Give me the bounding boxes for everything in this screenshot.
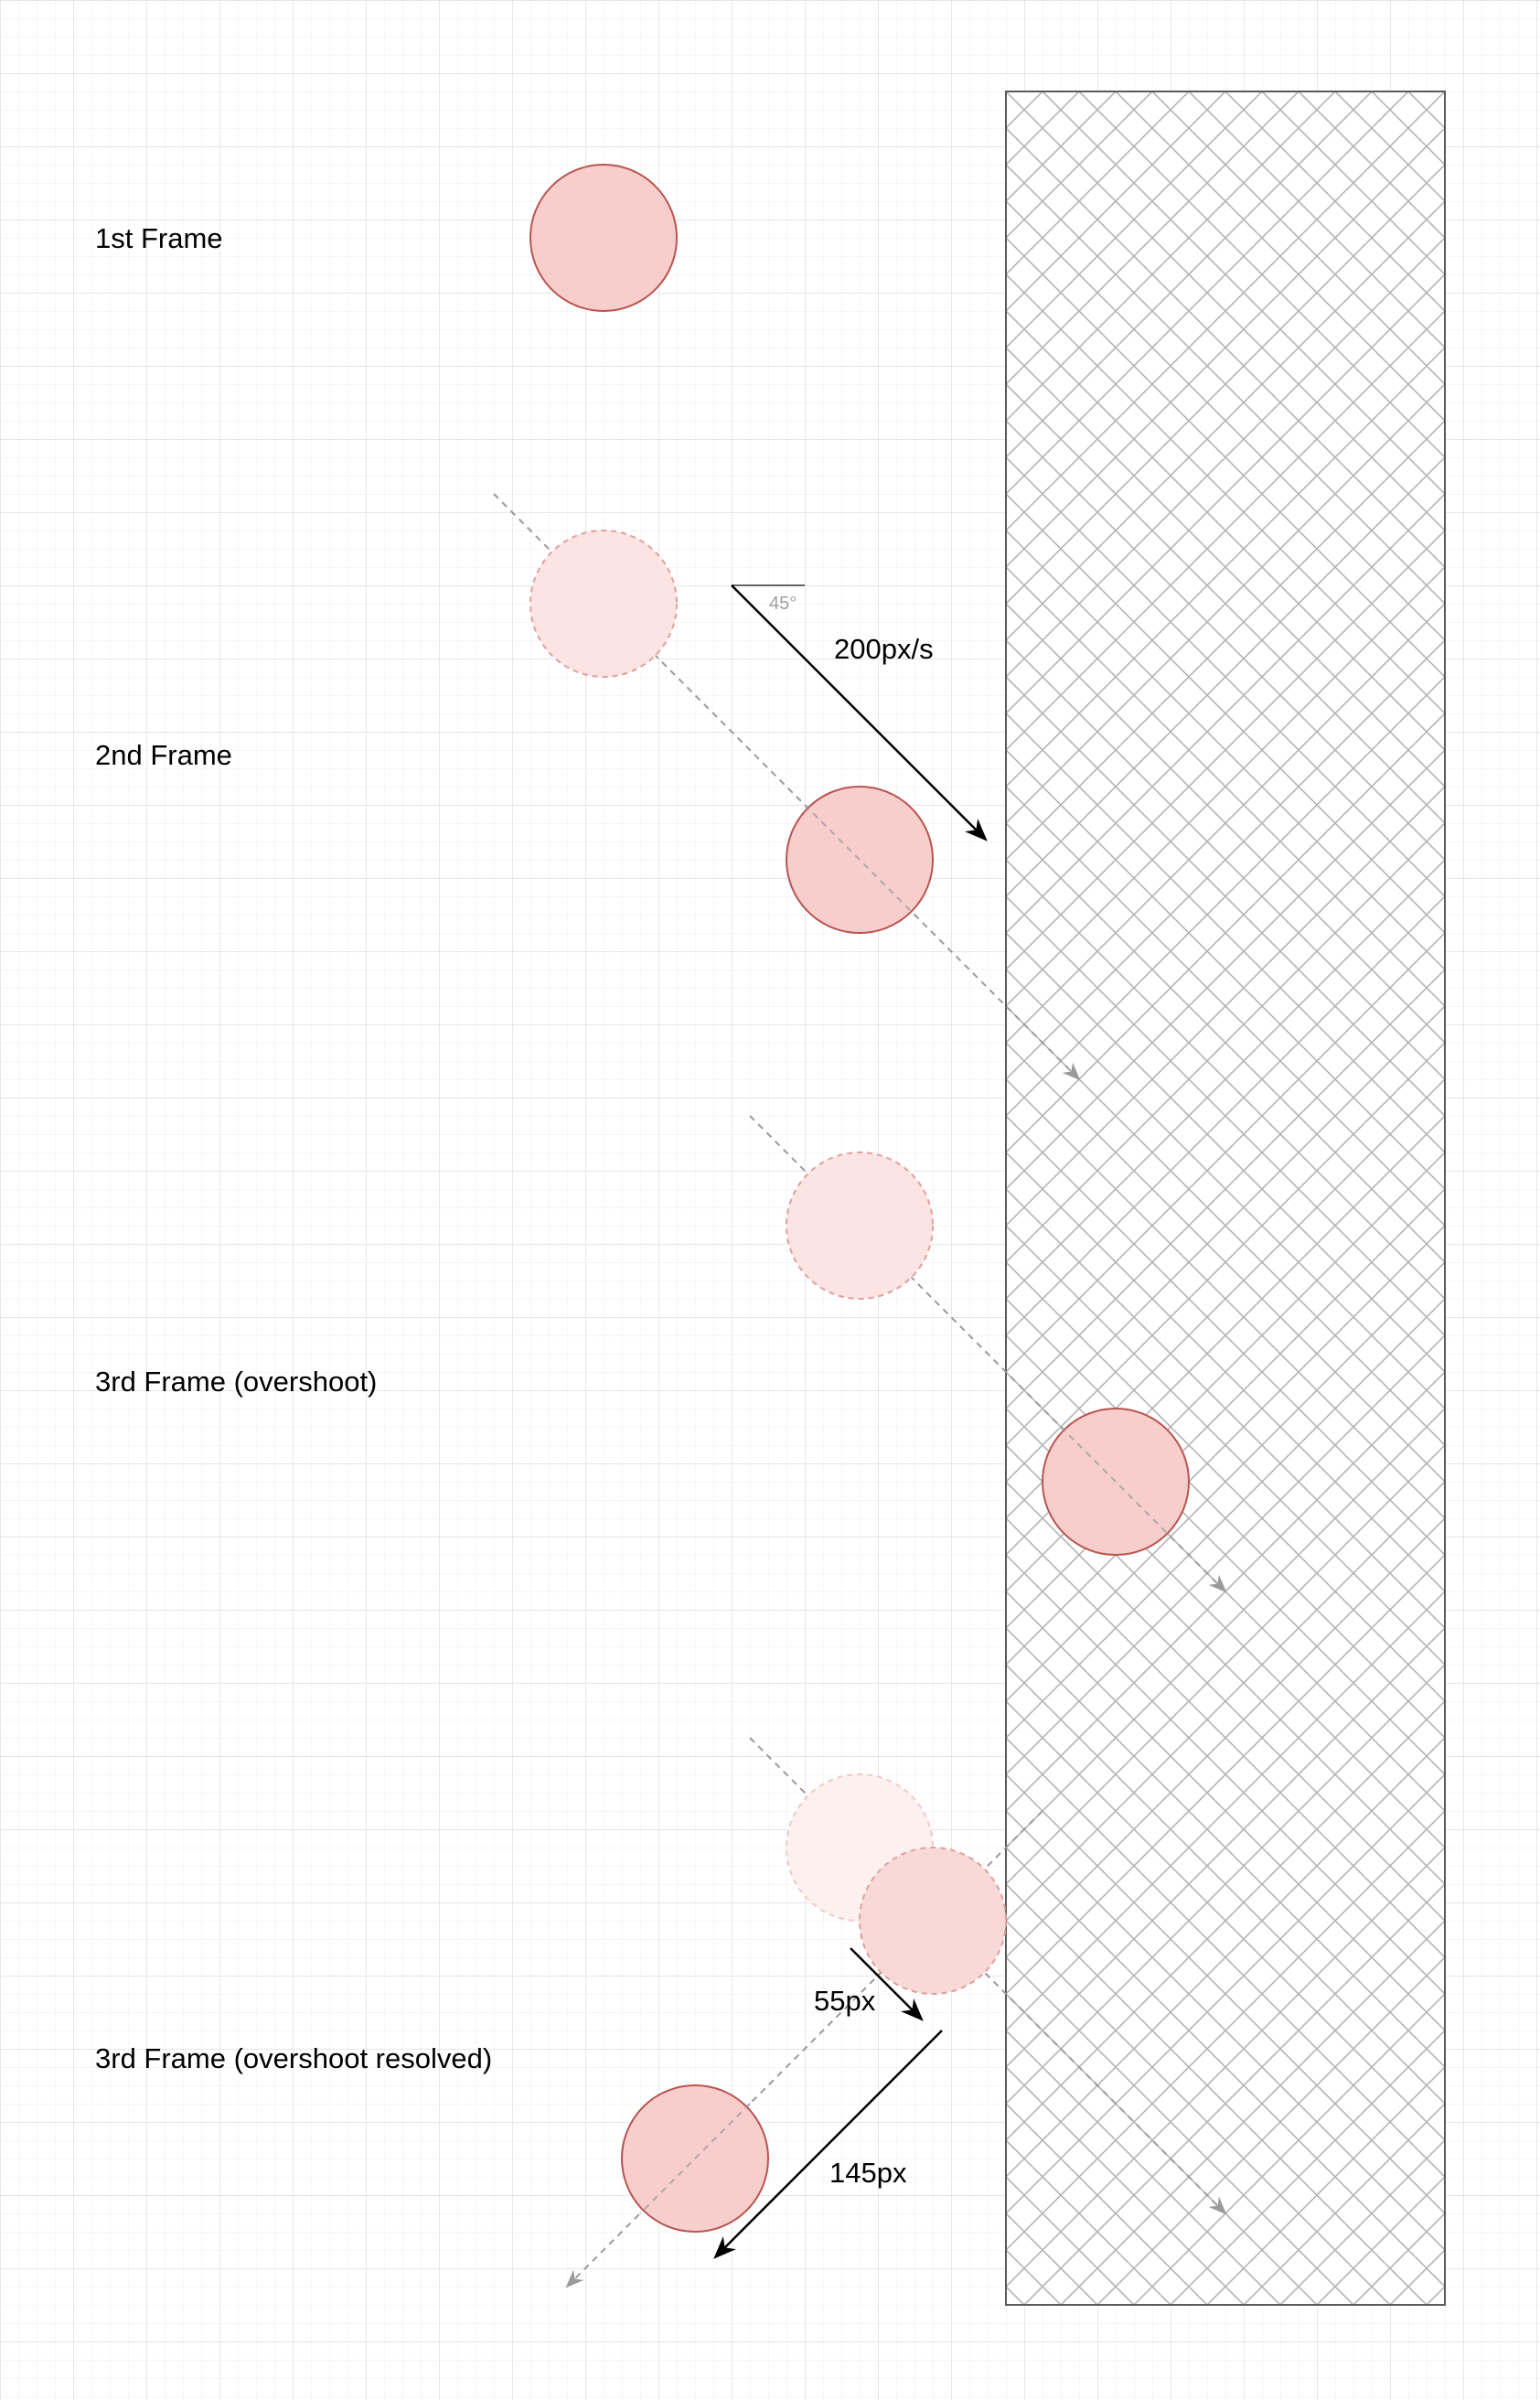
trajectory-overlay-2 [804,804,915,916]
overshoot-label: 55px [814,1985,876,2017]
angle-label: 45° [769,594,797,614]
trajectory-overlay-resolved [639,2103,751,2214]
frame-label-1: 1st Frame [95,222,223,254]
velocity-arrow [731,584,988,841]
remaining-distance-label: 145px [829,2157,907,2189]
trajectory-frame-1-2 [493,493,1081,1081]
trajectory-overlay-3 [1060,1426,1171,1538]
overshoot-arrow [850,1947,924,2021]
frame-label-2: 2nd Frame [95,739,232,771]
ball-frame-1 [529,164,678,312]
wall-hatch [1006,91,1445,2305]
ghost-ball-frame-1 [529,530,678,678]
ghost-balls [529,530,1007,1995]
angle-indicator: 45° [732,584,805,614]
wall-border [1005,91,1446,2306]
frame-label-3-resolved: 3rd Frame (overshoot resolved) [95,2042,492,2074]
ghost-ball-overshoot [859,1847,1007,1995]
remaining-distance-arrow [713,2030,943,2259]
wall [1005,91,1446,2306]
ghost-ball-frame-2 [786,1152,934,1300]
trajectory-overlays [639,804,1171,2214]
frame-label-3: 3rd Frame (overshoot) [95,1366,377,1398]
speed-label: 200px/s [834,633,934,665]
